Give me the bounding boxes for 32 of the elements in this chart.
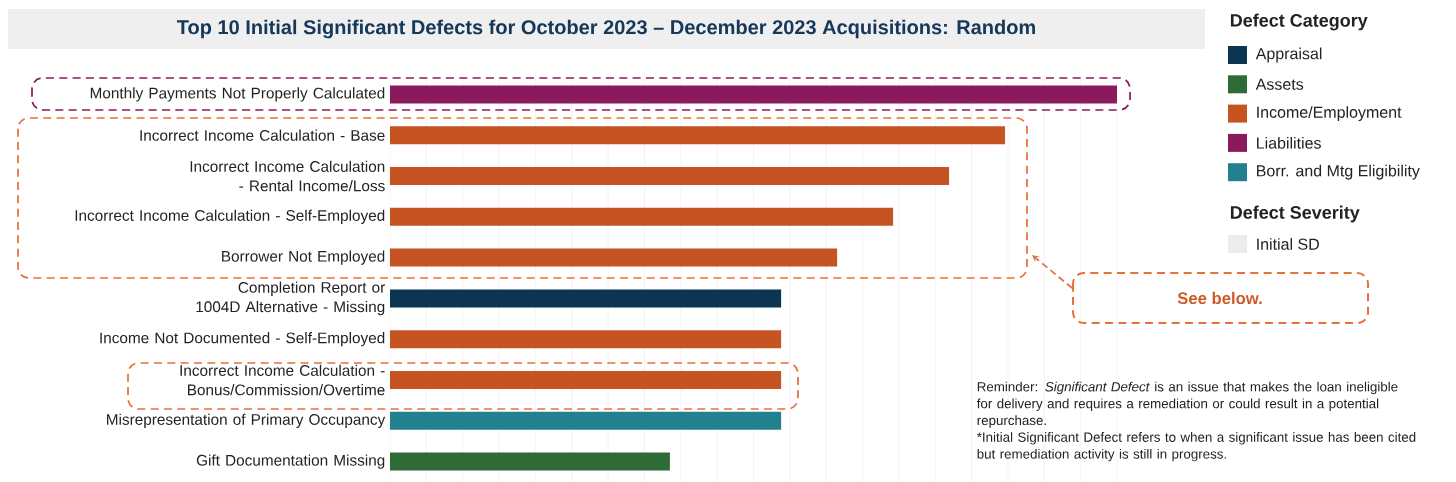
bar xyxy=(390,371,782,389)
annotation: Reminder: Significant Defect is an issue that makes the loan ineligible for delivery and requires a remediation or could result in a potential repurchase. xyxy=(976,381,1398,428)
y-tick-label: Incorrect Income Calculation - Self-Employed xyxy=(75,209,385,224)
y-tick-label: Incorrect Income Calculation - Rental Income/Loss xyxy=(190,160,385,192)
y-tick-label: Borrower Not Employed xyxy=(222,250,385,265)
y-tick-label: Monthly Payments Not Properly Calculated xyxy=(90,87,385,102)
y-tick-label: Gift Documentation Missing xyxy=(196,454,385,469)
bar xyxy=(390,85,1118,104)
legend-title: Defect Category xyxy=(1230,13,1368,31)
bar xyxy=(390,452,670,471)
legend-label: Borr. and Mtg Eligibility xyxy=(1257,164,1420,180)
text: See below. xyxy=(1177,291,1262,305)
y-tick-label: Incorrect Income Calculation - Bonus/Commission/Overtime xyxy=(180,364,385,396)
bar xyxy=(390,330,782,349)
legend-label: Appraisal xyxy=(1255,47,1322,63)
chart-title: Top 10 Initial Significant Defects for October 2023 – December 2023 Acquisitions: Random xyxy=(177,19,1035,39)
text: Initial SD xyxy=(1257,238,1319,250)
text: Defect Severity xyxy=(1230,205,1360,223)
legend-label: Liabilities xyxy=(1257,137,1321,149)
legend-label: Assets xyxy=(1255,78,1304,90)
annotation: *Initial Significant Defect refers to when a significant issue has been cited but remediation activity is still in progress. xyxy=(976,432,1416,462)
bar xyxy=(390,207,894,226)
y-tick-label: Incorrect Income Calculation - Base xyxy=(140,129,385,141)
bar xyxy=(390,289,782,308)
y-tick-label: Misrepresentation of Primary Occupancy xyxy=(107,413,386,428)
y-tick-label: Income Not Documented - Self-Employed xyxy=(100,332,385,347)
bar xyxy=(390,167,950,185)
bar xyxy=(390,126,1006,145)
legend-label: Income/Employment xyxy=(1257,106,1402,122)
bar xyxy=(390,248,838,267)
bar xyxy=(390,411,782,430)
y-tick-label: Completion Report or 1004D Alternative - Missing xyxy=(196,281,385,316)
